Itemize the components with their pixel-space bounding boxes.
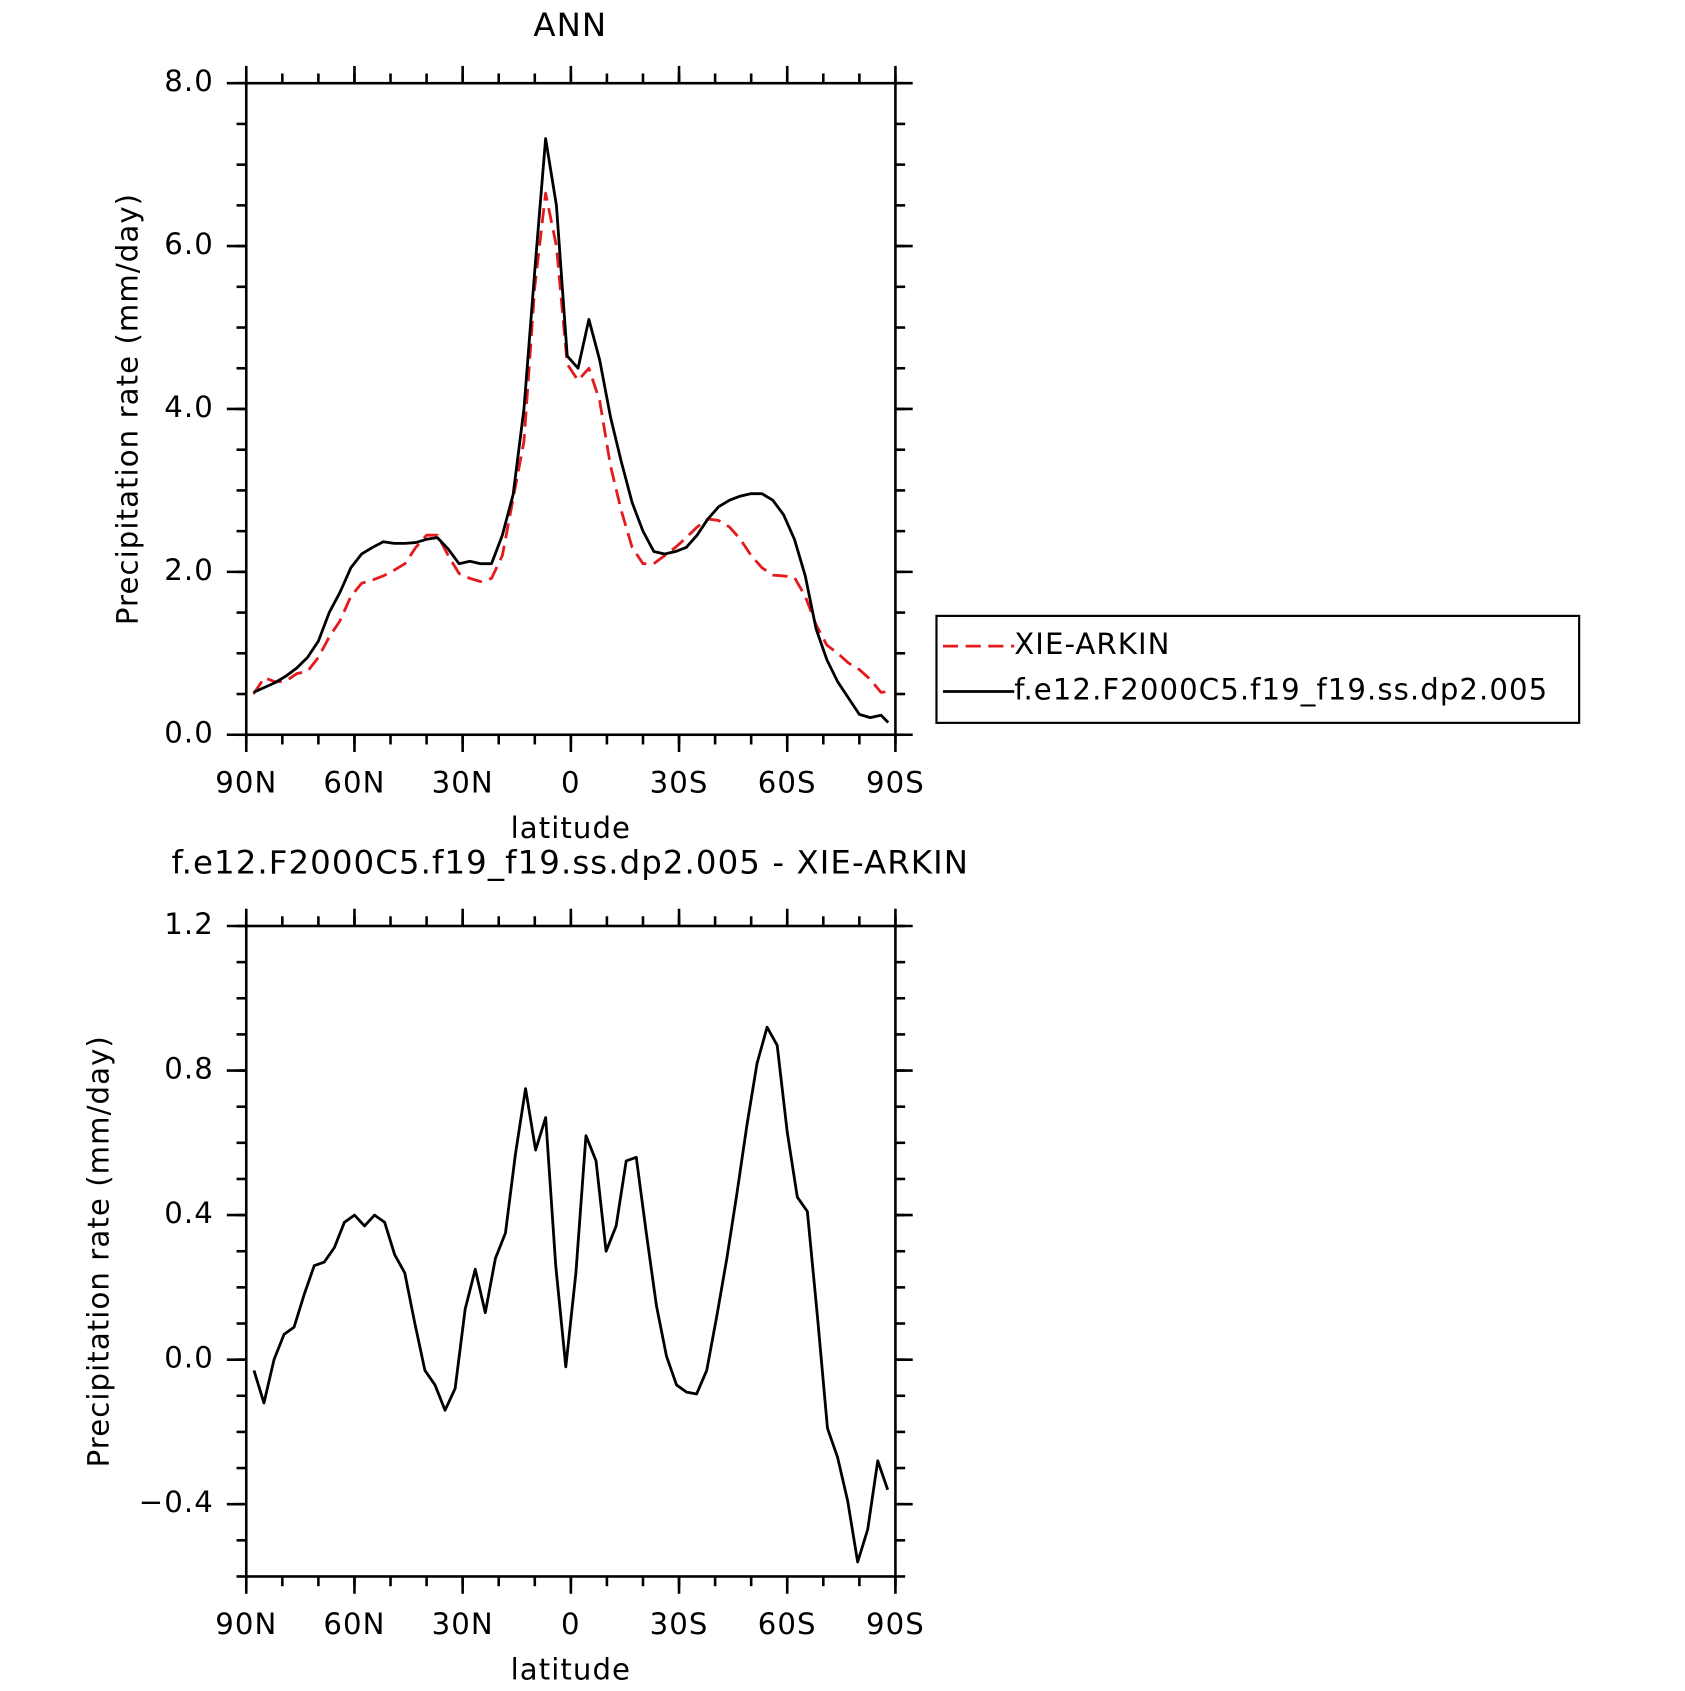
- x-tick-label: 0: [561, 1607, 581, 1641]
- legend-box: [935, 614, 1581, 724]
- data-line: [252, 191, 889, 695]
- x-tick-label: 30S: [650, 765, 709, 799]
- x-tick-label: 60S: [758, 765, 817, 799]
- x-axis-label: latitude: [511, 1653, 631, 1687]
- data-line: [252, 137, 890, 724]
- chart-title: f.e12.F2000C5.f19_f19.ss.dp2.005 - XIE-A…: [172, 843, 970, 881]
- plot-frame: [244, 81, 897, 737]
- y-axis-label: Precipitation rate (mm/day): [111, 193, 145, 625]
- x-tick-label: 60N: [323, 1607, 385, 1641]
- x-tick-label: 90S: [866, 1607, 925, 1641]
- y-tick-label: 0.0: [164, 716, 214, 750]
- x-tick-label: 30N: [432, 765, 494, 799]
- legend-label: XIE-ARKIN: [1014, 627, 1170, 661]
- x-tick-label: 60S: [758, 1607, 817, 1641]
- y-tick-label: 6.0: [164, 227, 214, 261]
- y-axis-label: Precipitation rate (mm/day): [81, 1035, 115, 1467]
- y-tick-label: 1.2: [164, 907, 214, 941]
- x-tick-label: 90S: [866, 765, 925, 799]
- y-tick-label: 0.4: [164, 1196, 214, 1230]
- x-tick-label: 0: [561, 765, 581, 799]
- chart-title: ANN: [533, 6, 607, 44]
- x-tick-label: 60N: [323, 765, 385, 799]
- plot-frame: [244, 924, 897, 1578]
- x-tick-label: 30N: [432, 1607, 494, 1641]
- x-tick-label: 90N: [215, 1607, 277, 1641]
- y-tick-label: 0.8: [164, 1052, 214, 1086]
- data-line: [252, 1025, 890, 1564]
- y-tick-label: 2.0: [164, 553, 214, 587]
- x-axis-label: latitude: [511, 811, 631, 845]
- legend-label: f.e12.F2000C5.f19_f19.ss.dp2.005: [1014, 673, 1548, 707]
- y-tick-label: 0.0: [164, 1341, 214, 1375]
- y-tick-label: 4.0: [164, 390, 214, 424]
- y-tick-label: −0.4: [139, 1485, 214, 1519]
- x-tick-label: 90N: [215, 765, 277, 799]
- y-tick-label: 8.0: [164, 64, 214, 98]
- x-tick-label: 30S: [650, 1607, 709, 1641]
